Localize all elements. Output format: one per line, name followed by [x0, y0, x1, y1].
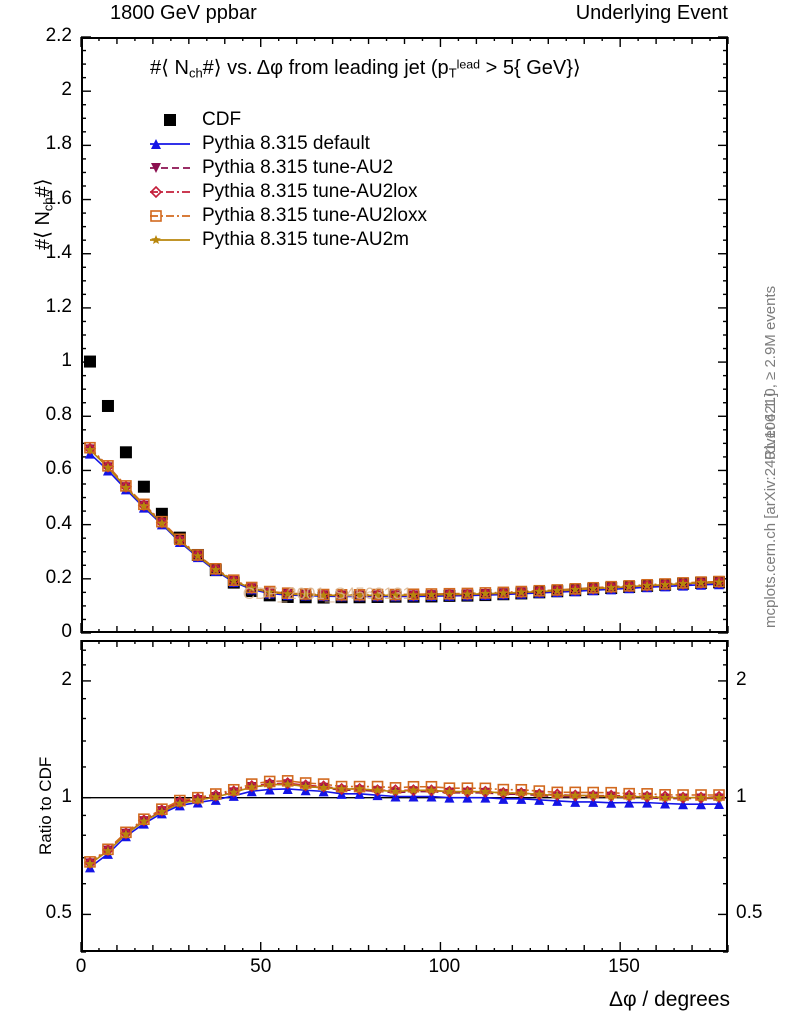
x-tick-label: 0 — [75, 956, 87, 977]
legend: CDF Pythia 8.315 default Pythia 8.315 tune… — [148, 108, 427, 252]
legend-entry[interactable]: CDF — [148, 108, 427, 132]
x-tick-label: 150 — [608, 956, 640, 977]
ratio-y-tick-label: 0.5 — [45, 902, 72, 924]
legend-label: Pythia 8.315 tune-AU2lox — [202, 181, 418, 202]
square-open-icon — [148, 205, 192, 227]
ratio-y-tick-label: 2 — [61, 668, 72, 690]
legend-label: Pythia 8.315 tune-AU2 — [202, 157, 394, 178]
triangle-down-icon — [148, 157, 192, 179]
main-y-tick-label: 1.4 — [45, 241, 72, 263]
ratio-y-tick-label: 1 — [61, 785, 72, 807]
diamond-open-icon — [148, 181, 192, 203]
ratio-panel-frame — [81, 640, 728, 952]
x-tick-label: 100 — [428, 956, 461, 977]
main-y-tick-label: 0.6 — [45, 458, 72, 480]
legend-label: Pythia 8.315 tune-AU2m — [202, 229, 410, 250]
main-y-tick-label: 0.8 — [45, 404, 72, 426]
legend-label: Pythia 8.315 default — [202, 133, 370, 154]
legend-entry[interactable]: Pythia 8.315 tune-AU2m — [148, 228, 427, 252]
header-right-label: Underlying Event — [575, 2, 728, 24]
analysis-watermark: CDF_2001_S4563131 — [242, 583, 412, 603]
square-filled-icon — [148, 109, 192, 131]
legend-label: Pythia 8.315 tune-AU2loxx — [202, 205, 427, 226]
main-y-tick-label: 1.6 — [45, 187, 72, 209]
plot-title: #⟨ Nch#⟩ vs. Δφ from leading jet (pTlead… — [150, 57, 581, 81]
main-y-tick-label: 1.2 — [45, 295, 72, 317]
legend-entry[interactable]: Pythia 8.315 default — [148, 132, 427, 156]
ratio-y-tick-label-right: 0.5 — [736, 902, 763, 924]
triangle-up-icon — [148, 133, 192, 155]
legend-entry[interactable]: Pythia 8.315 tune-AU2 — [148, 156, 427, 180]
legend-entry[interactable]: Pythia 8.315 tune-AU2loxx — [148, 204, 427, 228]
header-left-label: 1800 GeV ppbar — [110, 2, 257, 24]
star-icon — [148, 229, 192, 251]
legend-entry[interactable]: Pythia 8.315 tune-AU2lox — [148, 180, 427, 204]
mcplots-source-label: mcplots.cern.ch [arXiv:2401.10621] — [762, 392, 779, 628]
ratio-y-tick-label-right: 2 — [736, 668, 747, 690]
main-y-tick-label: 0.4 — [45, 512, 72, 534]
main-y-tick-label: 0.2 — [45, 566, 72, 588]
x-tick-label: 50 — [250, 956, 272, 977]
main-y-tick-label: 1.8 — [45, 133, 72, 155]
ratio-y-tick-label-right: 1 — [736, 785, 747, 807]
main-y-tick-label: 1 — [61, 350, 72, 372]
main-y-tick-label: 2.2 — [45, 25, 72, 46]
legend-label: CDF — [202, 109, 242, 130]
main-y-tick-label: 2 — [61, 79, 72, 101]
main-y-tick-label: 0 — [61, 621, 72, 642]
x-axis-title: Δφ / degrees — [608, 988, 730, 1011]
